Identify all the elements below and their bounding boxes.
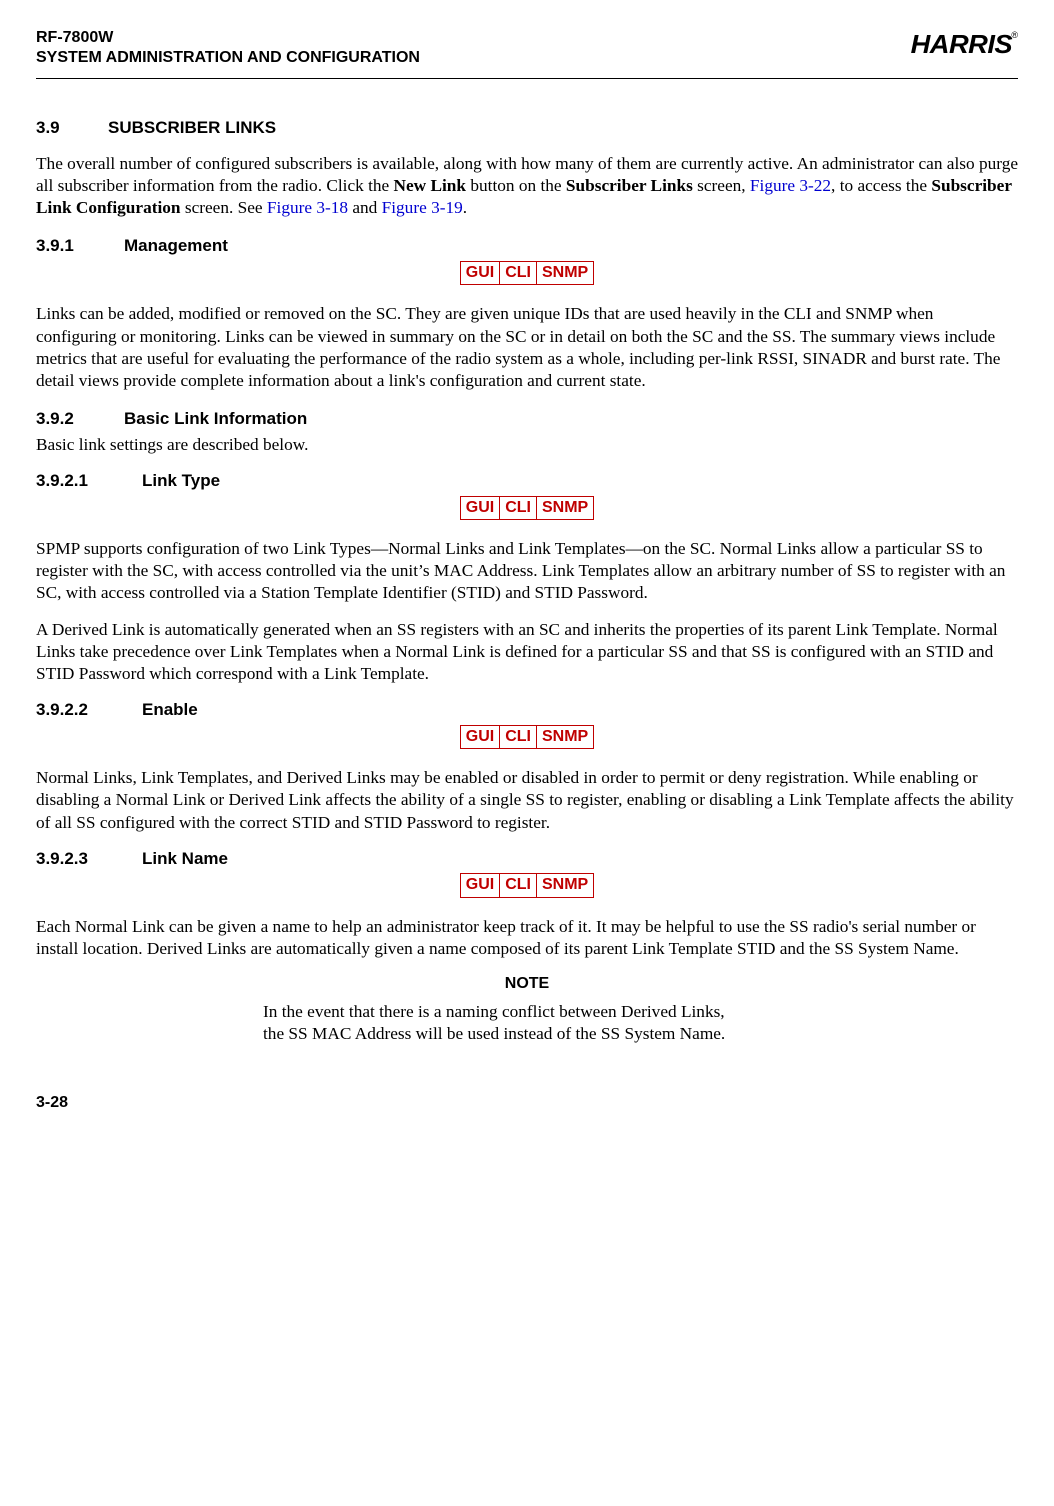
bold-new-link: New Link	[394, 176, 467, 195]
header-rule	[36, 78, 1018, 79]
interface-box-linktype: GUI CLI SNMP	[36, 496, 1018, 525]
note-heading: NOTE	[36, 974, 1018, 994]
page-header: RF-7800W SYSTEM ADMINISTRATION AND CONFI…	[36, 28, 1018, 68]
heading-title: Link Type	[142, 471, 220, 490]
interface-table: GUI CLI SNMP	[460, 725, 594, 749]
iface-gui: GUI	[460, 261, 499, 284]
para-3-9-2-1-b: A Derived Link is automatically generate…	[36, 619, 1018, 685]
heading-title: Basic Link Information	[124, 409, 307, 428]
text-segment: screen,	[693, 176, 750, 195]
iface-cli: CLI	[500, 874, 537, 897]
heading-3-9-2-2: 3.9.2.2Enable	[36, 699, 1018, 721]
iface-cli: CLI	[500, 496, 537, 519]
interface-box-enable: GUI CLI SNMP	[36, 725, 1018, 754]
iface-snmp: SNMP	[537, 496, 594, 519]
header-left-block: RF-7800W SYSTEM ADMINISTRATION AND CONFI…	[36, 28, 420, 68]
iface-cli: CLI	[500, 725, 537, 748]
heading-number: 3.9.1	[36, 235, 124, 257]
interface-box-management: GUI CLI SNMP	[36, 261, 1018, 290]
heading-title: Link Name	[142, 849, 228, 868]
interface-box-linkname: GUI CLI SNMP	[36, 873, 1018, 902]
iface-gui: GUI	[460, 496, 499, 519]
heading-number: 3.9.2	[36, 408, 124, 430]
text-segment: .	[463, 198, 467, 217]
page-number: 3-28	[36, 1093, 1018, 1113]
iface-snmp: SNMP	[537, 874, 594, 897]
text-segment: button on the	[466, 176, 566, 195]
para-3-9-2-2: Normal Links, Link Templates, and Derive…	[36, 767, 1018, 833]
iface-snmp: SNMP	[537, 725, 594, 748]
heading-number: 3.9	[36, 117, 108, 139]
harris-logo: HARRIS ®	[913, 28, 1018, 61]
iface-gui: GUI	[460, 725, 499, 748]
text-segment: and	[348, 198, 382, 217]
heading-3-9-2-3: 3.9.2.3Link Name	[36, 848, 1018, 870]
heading-number: 3.9.2.3	[36, 848, 142, 870]
heading-number: 3.9.2.1	[36, 470, 142, 492]
para-3-9-2-3: Each Normal Link can be given a name to …	[36, 916, 1018, 960]
para-3-9-2-intro: Basic link settings are described below.	[36, 434, 1018, 456]
heading-3-9-2: 3.9.2Basic Link Information	[36, 408, 1018, 430]
doc-title: SYSTEM ADMINISTRATION AND CONFIGURATION	[36, 48, 420, 68]
heading-3-9-1: 3.9.1Management	[36, 235, 1018, 257]
interface-table: GUI CLI SNMP	[460, 261, 594, 285]
product-id: RF-7800W	[36, 28, 420, 48]
heading-title: SUBSCRIBER LINKS	[108, 118, 276, 137]
heading-title: Enable	[142, 700, 198, 719]
heading-number: 3.9.2.2	[36, 699, 142, 721]
bold-subscriber-links: Subscriber Links	[566, 176, 693, 195]
note-body: In the event that there is a naming conf…	[263, 1001, 743, 1045]
interface-table: GUI CLI SNMP	[460, 496, 594, 520]
iface-cli: CLI	[500, 261, 537, 284]
interface-table: GUI CLI SNMP	[460, 873, 594, 897]
iface-snmp: SNMP	[537, 261, 594, 284]
heading-3-9-2-1: 3.9.2.1Link Type	[36, 470, 1018, 492]
heading-3-9: 3.9SUBSCRIBER LINKS	[36, 117, 276, 139]
para-3-9-2-1-a: SPMP supports configuration of two Link …	[36, 538, 1018, 604]
link-figure-3-19[interactable]: Figure 3-19	[382, 198, 463, 217]
iface-gui: GUI	[460, 874, 499, 897]
heading-title: Management	[124, 236, 228, 255]
text-segment: screen. See	[181, 198, 267, 217]
harris-logo-text: HARRIS	[910, 28, 1012, 61]
link-figure-3-22[interactable]: Figure 3-22	[750, 176, 831, 195]
para-3-9: The overall number of configured subscri…	[36, 153, 1018, 219]
text-segment: , to access the	[831, 176, 931, 195]
link-figure-3-18[interactable]: Figure 3-18	[267, 198, 348, 217]
para-3-9-1: Links can be added, modified or removed …	[36, 303, 1018, 392]
